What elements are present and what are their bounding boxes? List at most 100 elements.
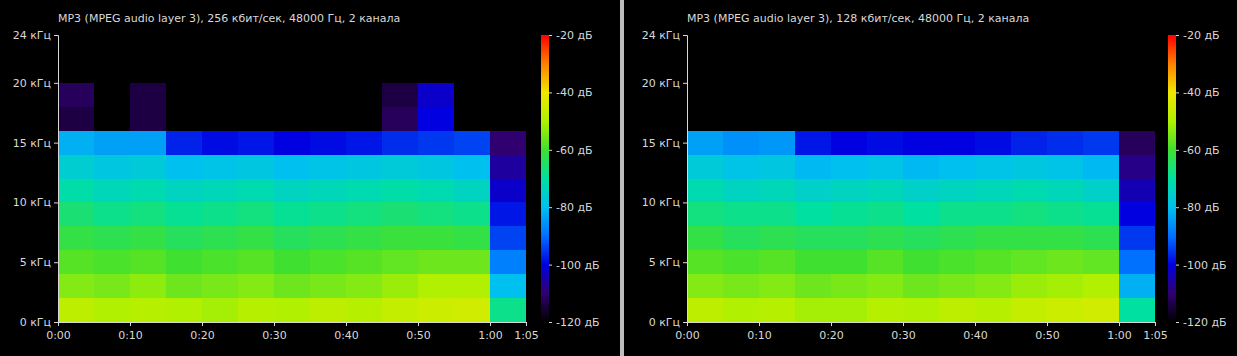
heatmap-cells xyxy=(687,131,1155,322)
yticks-tick: 20 кГц xyxy=(642,77,687,90)
heatmap-cell xyxy=(867,298,903,322)
heatmap-cell xyxy=(1083,250,1119,274)
heatmap-cell xyxy=(418,298,454,322)
heatmap-cell xyxy=(238,179,274,203)
heatmap-cell xyxy=(1047,226,1083,250)
heatmap-cell xyxy=(975,298,1011,322)
heatmap-cell xyxy=(94,202,130,226)
color_ticks-tick-label: -100 дБ xyxy=(1183,259,1227,272)
heatmap-cell xyxy=(274,250,310,274)
heatmap-cell xyxy=(130,83,166,107)
xticks-tick: 0:30 xyxy=(891,322,916,342)
heatmap-cell xyxy=(382,155,418,179)
xticks-tick-label: 0:20 xyxy=(190,329,215,342)
heatmap-cells xyxy=(58,83,526,322)
heatmap-cell xyxy=(1083,179,1119,203)
heatmap-cell xyxy=(867,131,903,155)
heatmap-cell xyxy=(723,179,759,203)
heatmap-cell xyxy=(454,155,490,179)
yticks-tick: 24 кГц xyxy=(642,29,687,42)
heatmap-cell xyxy=(759,179,795,203)
heatmap-cell xyxy=(975,226,1011,250)
heatmap-cell xyxy=(903,298,939,322)
yticks-axis: 0 кГц5 кГц10 кГц15 кГц20 кГц24 кГц xyxy=(13,29,59,329)
xticks-tick-label: 0:40 xyxy=(334,329,359,342)
yticks-tick-mark xyxy=(683,143,687,144)
color_ticks-tick-label: -120 дБ xyxy=(1183,316,1227,329)
heatmap-cell xyxy=(1011,155,1047,179)
xticks-tick: 1:00 xyxy=(478,322,503,342)
heatmap-cell xyxy=(759,274,795,298)
heatmap-cell xyxy=(490,131,526,155)
heatmap-cell xyxy=(723,155,759,179)
heatmap-cell xyxy=(454,226,490,250)
xticks-tick-mark xyxy=(759,322,760,326)
heatmap-cell xyxy=(795,202,831,226)
heatmap-cell xyxy=(166,298,202,322)
yticks-tick: 0 кГц xyxy=(20,316,58,329)
heatmap-cell xyxy=(238,250,274,274)
heatmap-cell xyxy=(1047,274,1083,298)
color_ticks-tick-mark xyxy=(549,35,552,36)
yticks-tick-mark xyxy=(54,202,58,203)
color_ticks-axis: -120 дБ-100 дБ-80 дБ-60 дБ-40 дБ-20 дБ xyxy=(1176,29,1227,329)
heatmap-cell xyxy=(723,274,759,298)
xticks-tick-label: 0:50 xyxy=(1035,329,1060,342)
color_ticks-tick: -60 дБ xyxy=(1176,144,1220,157)
heatmap-cell xyxy=(687,202,723,226)
heatmap-cell xyxy=(418,155,454,179)
color_ticks-tick-label: -40 дБ xyxy=(556,86,593,99)
heatmap-cell xyxy=(490,179,526,203)
heatmap-cell xyxy=(418,83,454,107)
heatmap-cell xyxy=(490,202,526,226)
heatmap-cell xyxy=(382,83,418,107)
heatmap-cell xyxy=(274,202,310,226)
heatmap-cell xyxy=(1011,250,1047,274)
heatmap-cell xyxy=(274,226,310,250)
heatmap-cell xyxy=(831,274,867,298)
heatmap-cell xyxy=(939,202,975,226)
background xyxy=(0,0,1237,356)
chart-title: MP3 (MPEG audio layer 3), 128 кбит/сек, … xyxy=(687,12,1029,25)
heatmap-cell xyxy=(166,274,202,298)
color_ticks-tick-mark xyxy=(1176,92,1179,93)
heatmap-cell xyxy=(975,274,1011,298)
yticks-tick-mark xyxy=(54,83,58,84)
heatmap-cell xyxy=(831,131,867,155)
heatmap-cell xyxy=(939,298,975,322)
heatmap-cell xyxy=(94,131,130,155)
heatmap-cell xyxy=(1119,226,1155,250)
heatmap-cell xyxy=(1083,226,1119,250)
yticks-tick-mark xyxy=(683,202,687,203)
heatmap-cell xyxy=(346,274,382,298)
color_ticks-axis: -120 дБ-100 дБ-80 дБ-60 дБ-40 дБ-20 дБ xyxy=(549,29,600,329)
yticks-tick-mark xyxy=(54,143,58,144)
xticks-tick: 1:05 xyxy=(514,322,539,342)
heatmap-cell xyxy=(867,226,903,250)
heatmap-cell xyxy=(310,226,346,250)
heatmap-cell xyxy=(903,131,939,155)
color_ticks-tick: -100 дБ xyxy=(549,259,600,272)
heatmap-cell xyxy=(1119,131,1155,155)
heatmap-cell xyxy=(867,179,903,203)
heatmap-cell xyxy=(202,155,238,179)
heatmap-cell xyxy=(310,250,346,274)
heatmap-cell xyxy=(975,202,1011,226)
heatmap-cell xyxy=(58,131,94,155)
heatmap-cell xyxy=(831,298,867,322)
color_ticks-tick-label: -120 дБ xyxy=(556,316,600,329)
color_ticks-tick-mark xyxy=(1176,322,1179,323)
heatmap-cell xyxy=(454,274,490,298)
yticks-tick-mark xyxy=(683,262,687,263)
heatmap-cell xyxy=(418,107,454,131)
color_ticks-tick-label: -80 дБ xyxy=(1183,201,1220,214)
heatmap-cell xyxy=(490,298,526,322)
heatmap-cell xyxy=(202,202,238,226)
heatmap-cell xyxy=(310,131,346,155)
color_ticks-axis-line xyxy=(550,36,553,323)
xticks-tick-mark xyxy=(202,322,203,326)
heatmap-cell xyxy=(166,131,202,155)
heatmap-cell xyxy=(759,226,795,250)
color_ticks-tick-mark xyxy=(1176,265,1179,266)
yticks-axis: 0 кГц5 кГц10 кГц15 кГц20 кГц24 кГц xyxy=(642,29,688,329)
